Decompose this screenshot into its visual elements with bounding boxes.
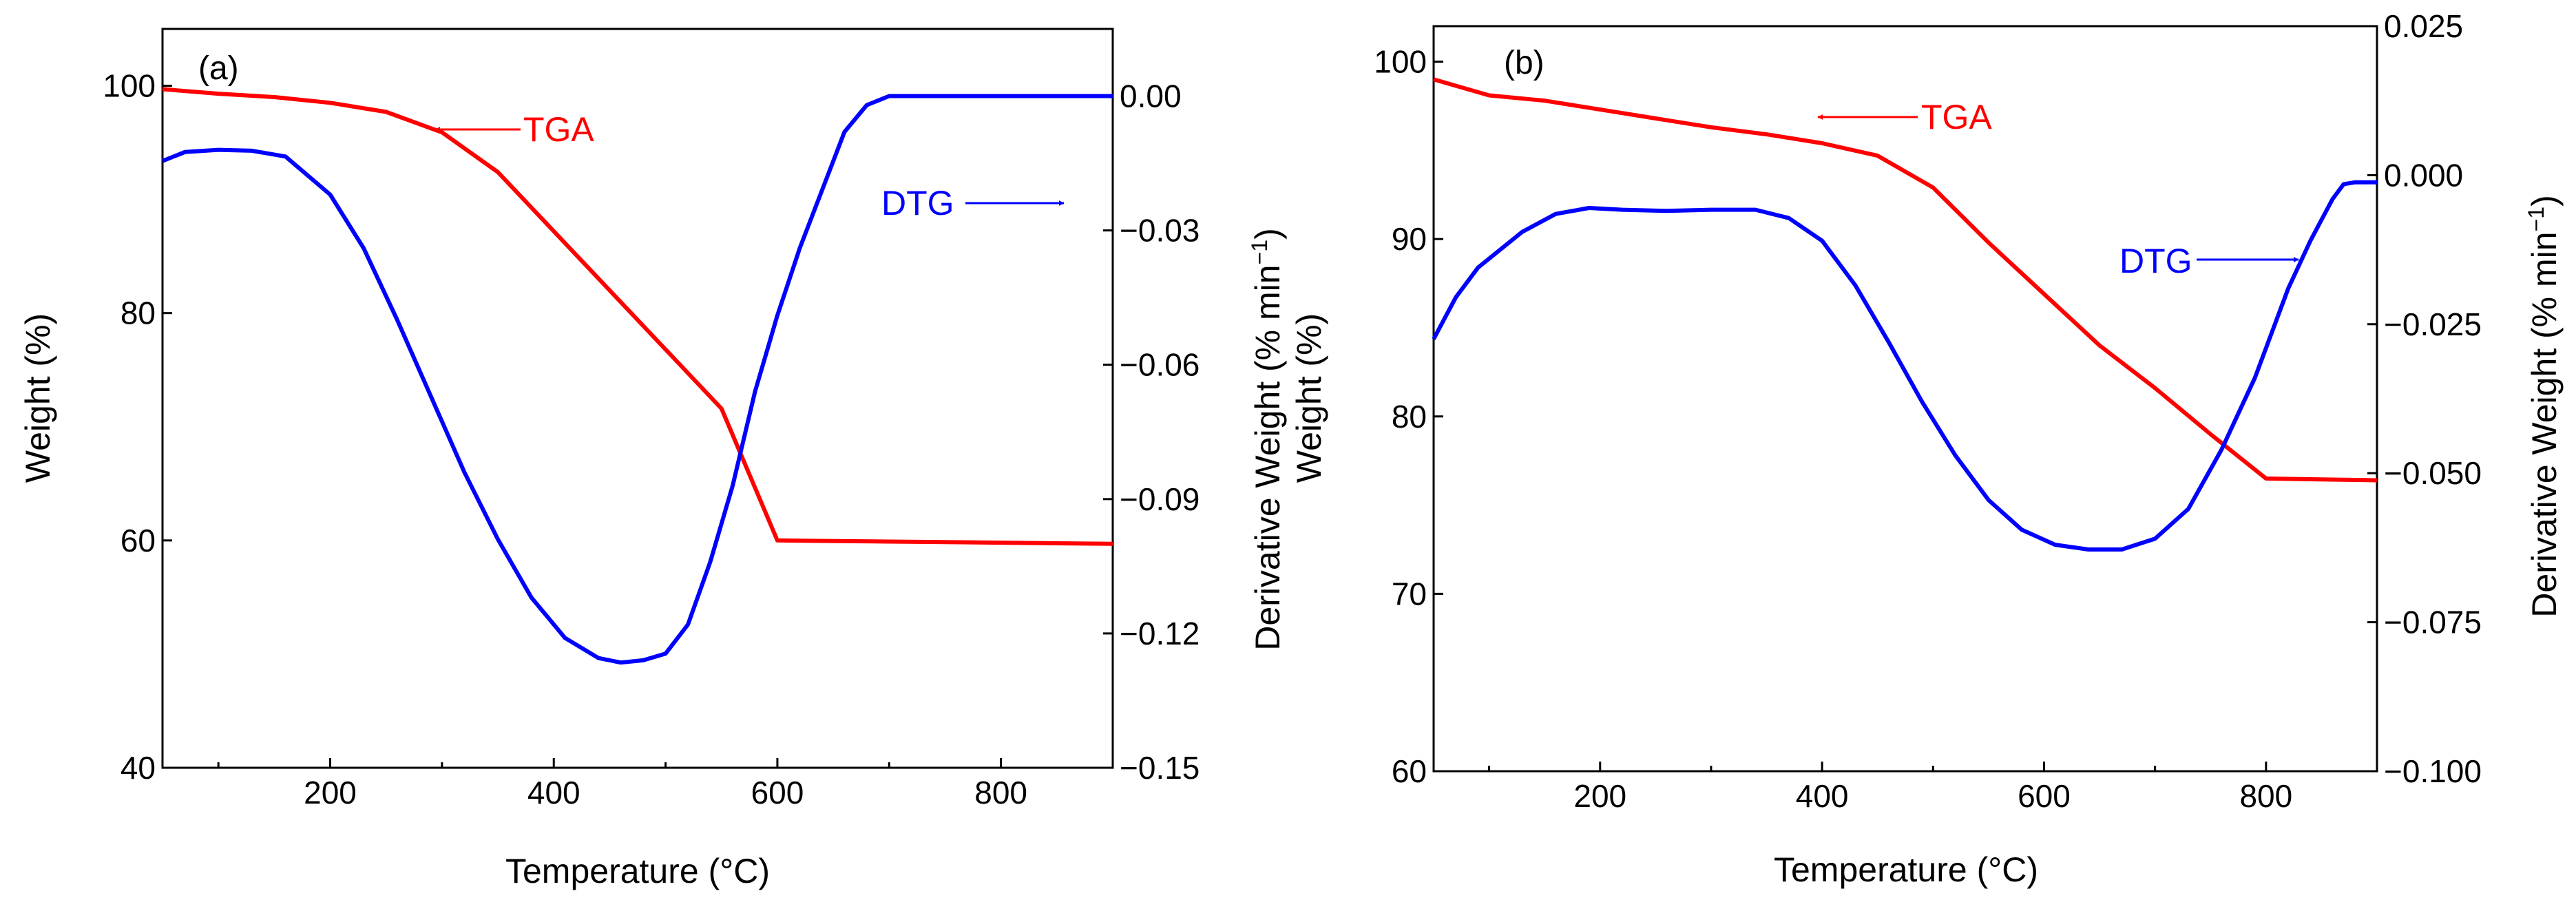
right-tick-label: −0.09 [1120,481,1200,517]
right-tick-label: −0.03 [1120,213,1200,249]
right-tick-label: 0.00 [1120,78,1182,114]
y-axis-label-right-sup: −1 [1247,240,1272,264]
right-tick-label: −0.06 [1120,347,1200,383]
x-tick-label: 600 [2018,778,2071,814]
tga-annotation-label: TGA [1921,98,1992,136]
panel-label: (b) [1504,45,1544,81]
dtg-annotation-label: DTG [2119,242,2192,280]
x-tick-label: 800 [974,775,1027,810]
left-tick-label: 80 [121,295,156,331]
tga-line [1433,77,2378,483]
left-tick-label: 90 [1392,221,1427,257]
right-tick-label: −0.100 [2384,753,2482,789]
right-tick-label: 0.025 [2384,8,2463,44]
right-tick-label: −0.15 [1120,750,1200,786]
x-tick-label: 400 [1796,778,1849,814]
dtg-line [161,94,1113,665]
left-tick-label: 60 [121,523,156,558]
x-tick-label: 800 [2239,778,2292,814]
left-tick-label: 80 [1392,399,1427,434]
y-axis-label-right-text: Derivative Weight (% min [2525,231,2564,617]
left-tick-label: 100 [103,68,156,104]
y-axis-label-right-close: ) [2525,195,2564,207]
plot-frame [161,28,1114,769]
tga-annotation-label: TGA [523,110,594,149]
right-tick-label: −0.050 [2384,455,2482,491]
y-axis-label-right-text: Derivative Weight (% min [1248,264,1287,650]
right-tick-label: −0.025 [2384,306,2482,342]
right-tick-label: −0.12 [1120,616,1200,651]
x-tick-label: 600 [751,775,804,810]
right-tick-label: 0.000 [2384,157,2463,193]
x-axis-label: Temperature (°C) [505,852,770,890]
x-axis-label: Temperature (°C) [1774,850,2038,889]
y-axis-label-left: Weight (%) [19,313,57,483]
left-tick-label: 60 [1392,753,1427,789]
left-tick-label: 100 [1374,44,1427,80]
x-tick-label: 400 [527,775,580,810]
y-axis-label-right-close: ) [1248,228,1287,240]
panel-label: (a) [198,50,239,87]
chart-panel-a: (a) 200 400 600 800 40 60 80 100 0.00 −0.03 −0.0… [19,28,1287,890]
y-axis-label-left: Weight (%) [1290,313,1328,483]
tga-line [162,87,1113,546]
dtg-annotation-label: DTG [881,184,954,222]
left-tick-label: 40 [121,750,156,786]
plot-frame [1432,25,2378,773]
dtg-line [1432,180,2377,552]
x-tick-label: 200 [304,775,357,810]
chart-panel-b: (b) 200 400 600 800 60 70 80 90 100 0.025 0.000 −… [1290,8,2564,889]
y-axis-label-right: Derivative Weight (% min−1) [2524,195,2564,618]
left-tick-label: 70 [1392,576,1427,611]
y-axis-label-right: Derivative Weight (% min−1) [1247,228,1287,651]
x-tick-label: 200 [1573,778,1626,814]
y-axis-label-right-sup: −1 [2524,207,2548,231]
right-tick-label: −0.075 [2384,605,2482,640]
